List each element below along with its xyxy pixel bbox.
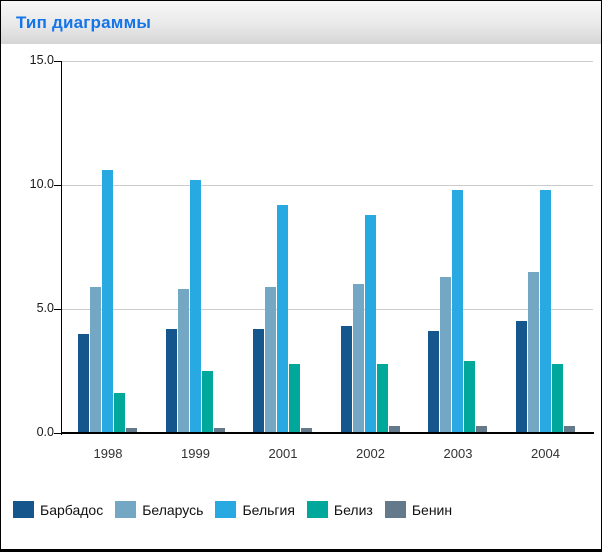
y-axis-tick <box>54 61 61 62</box>
x-axis-category-label: 1999 <box>181 446 210 461</box>
bar-Белиз-1999 <box>201 371 213 433</box>
gridline <box>62 309 593 310</box>
bar-Беларусь-2003 <box>440 276 451 433</box>
bar-Бельгия-1998 <box>102 170 113 433</box>
y-axis-tick-label: 5.0 <box>36 301 54 315</box>
bar-Белиз-2004 <box>551 363 563 433</box>
legend-item-Беларусь: Беларусь <box>115 501 203 518</box>
y-axis-line <box>61 61 62 435</box>
x-axis-category-label: 2003 <box>443 446 473 461</box>
legend-item-Барбадос: Барбадос <box>13 501 103 518</box>
x-axis-category-label: 2001 <box>268 446 298 461</box>
bar-Бенин-1999 <box>213 428 225 433</box>
bar-Белиз-2001 <box>289 363 300 433</box>
y-axis-tick <box>54 185 61 186</box>
bar-Бельгия-2003 <box>452 189 463 433</box>
legend: Барбадос Беларусь Бельгия Белиз Бенин <box>13 501 452 518</box>
legend-label: Беларусь <box>142 501 204 518</box>
bar-Бельгия-1999 <box>189 180 201 433</box>
gridline <box>62 61 593 62</box>
bar-Бенин-2003 <box>476 425 487 433</box>
chart-title: Тип диаграммы <box>16 12 152 32</box>
y-axis-tick <box>54 433 61 434</box>
bar-Белиз-1998 <box>114 393 125 433</box>
legend-label: Бельгия <box>242 501 295 518</box>
chart-header: Тип диаграммы <box>1 1 601 44</box>
bar-Барбадос-2002 <box>340 326 352 433</box>
legend-swatch-icon <box>384 501 406 518</box>
bar-Белиз-2003 <box>464 361 475 433</box>
y-axis-tick-label: 10.0 <box>29 177 54 191</box>
gridline <box>62 185 593 186</box>
legend-swatch-icon <box>215 501 237 518</box>
y-axis-tick-label: 0.0 <box>36 425 54 439</box>
y-axis-tick-label: 15.0 <box>29 53 54 67</box>
legend-item-Белиз: Белиз <box>306 501 373 518</box>
bar-Барбадос-2004 <box>515 321 527 433</box>
bar-Бенин-1998 <box>126 428 137 433</box>
y-axis-tick <box>54 309 61 310</box>
legend-label: Барбадос <box>40 501 104 518</box>
bar-Бельгия-2001 <box>277 204 288 433</box>
bar-Барбадос-2003 <box>428 331 439 433</box>
legend-swatch-icon <box>115 501 137 518</box>
bar-Беларусь-1999 <box>177 289 189 433</box>
bar-Барбадос-1998 <box>78 333 89 433</box>
x-axis-category-label: 2002 <box>356 446 385 461</box>
bar-Беларусь-1998 <box>90 286 101 433</box>
bar-Барбадос-1999 <box>165 328 177 433</box>
bar-Беларусь-2002 <box>352 284 364 433</box>
bar-Бельгия-2004 <box>539 189 551 433</box>
bar-Бенин-2002 <box>388 425 400 433</box>
legend-label: Белиз <box>333 501 373 518</box>
legend-item-Бенин: Бенин <box>384 501 453 518</box>
x-axis-category-label: 2004 <box>531 446 560 461</box>
bar-Бенин-2001 <box>301 428 312 433</box>
legend-item-Бельгия: Бельгия <box>215 501 295 518</box>
x-axis-category-label: 1998 <box>93 446 123 461</box>
bar-Белиз-2002 <box>376 363 388 433</box>
legend-swatch-icon <box>306 501 328 518</box>
legend-label: Бенин <box>411 501 453 518</box>
bar-Бенин-2004 <box>563 425 575 433</box>
bar-Барбадос-2001 <box>253 328 264 433</box>
legend-swatch-icon <box>13 501 34 518</box>
bar-Беларусь-2004 <box>527 271 539 433</box>
bar-Беларусь-2001 <box>265 286 276 433</box>
bar-Бельгия-2002 <box>364 214 376 433</box>
x-axis-line <box>61 432 594 434</box>
